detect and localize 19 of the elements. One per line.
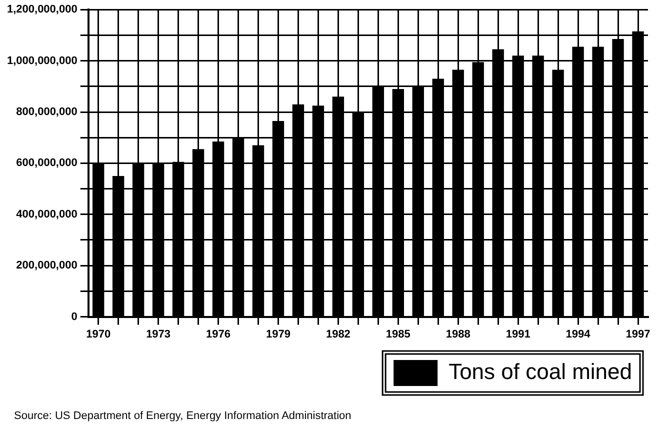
x-tick-label: 1997: [626, 328, 650, 340]
y-tick-label: 1,200,000,000: [6, 4, 78, 16]
x-tick-label: 1988: [446, 328, 470, 340]
x-tick-label: 1994: [566, 328, 592, 340]
x-tick-label: 1970: [86, 328, 111, 340]
legend-label: Tons of coal mined: [448, 359, 632, 384]
y-tick-label: 400,000,000: [16, 208, 78, 220]
source-note: Source: US Department of Energy, Energy Information Administration: [14, 410, 352, 422]
y-tick-label: 600,000,000: [16, 157, 78, 170]
y-tick-label: 1,000,000,000: [6, 54, 78, 67]
x-tick-label: 1985: [386, 328, 410, 340]
x-tick-label: 1976: [206, 328, 231, 340]
y-tick-label: 200,000,000: [16, 260, 78, 272]
x-tick-label: 1991: [506, 328, 530, 340]
x-tick-label: 1982: [326, 328, 350, 340]
x-tick-label: 1973: [146, 328, 171, 340]
y-tick-label: 0: [71, 310, 78, 323]
y-tick-label: 800,000,000: [16, 106, 78, 118]
x-tick-label: 1979: [266, 328, 290, 340]
